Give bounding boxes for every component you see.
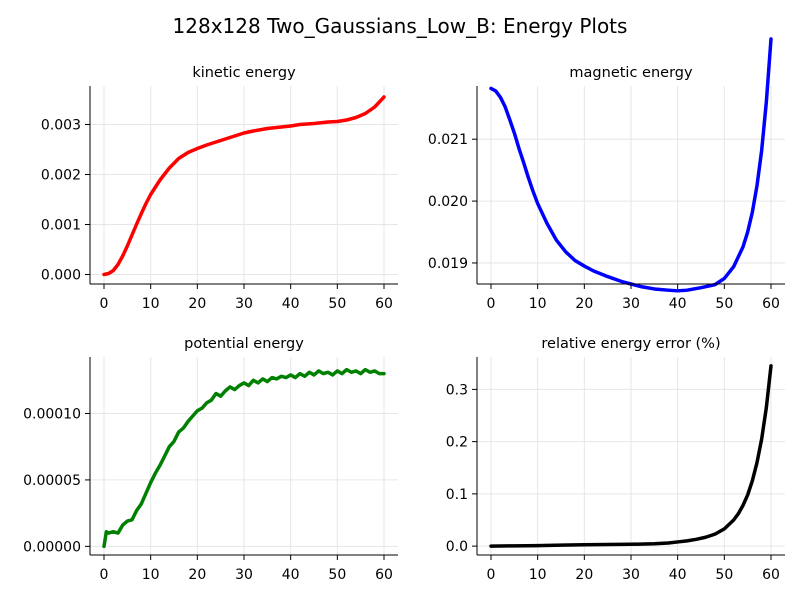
potential-energy-chart: 0 10 20 30 40 50 60 0.00000 0.00005 0.00010 potent… — [23, 336, 398, 583]
kinetic-energy-chart: 0 10 20 30 40 50 60 0.000 0.001 0.002 0.003 kinetic… — [41, 65, 398, 312]
y-tick-label: 0.00010 — [23, 406, 81, 422]
y-tick-label: 0.020 — [428, 194, 468, 210]
x-tick-label: 50 — [328, 296, 346, 312]
y-tick-label: 0.1 — [446, 487, 468, 503]
x-tick-label: 0 — [100, 567, 109, 583]
magnetic-energy-chart: 0 10 20 30 40 50 60 0.019 0.020 0.021 magnetic ene… — [428, 37, 785, 312]
x-tick-label: 50 — [715, 567, 733, 583]
series-line — [102, 95, 386, 277]
y-tick-label: 0.000 — [41, 268, 81, 284]
x-tick-label: 60 — [762, 296, 780, 312]
x-tick-label: 20 — [575, 296, 593, 312]
x-tick-label: 60 — [375, 567, 393, 583]
y-tick-label: 0.021 — [428, 132, 468, 148]
x-tick-label: 30 — [235, 296, 253, 312]
figure-title: 128x128 Two_Gaussians_Low_B: Energy Plot… — [172, 14, 628, 38]
x-tick-label: 10 — [142, 296, 160, 312]
x-tick-label: 0 — [100, 296, 109, 312]
x-tick-label: 0 — [487, 567, 496, 583]
x-tick-label: 60 — [375, 296, 393, 312]
series-line — [489, 364, 773, 548]
chart-title: relative energy error (%) — [541, 336, 720, 352]
x-tick-label: 40 — [669, 567, 687, 583]
relative-energy-error-chart: 0 10 20 30 40 50 60 0.0 0.1 0.2 0.3 relative energy… — [446, 336, 785, 583]
chart-title: kinetic energy — [192, 65, 296, 81]
x-tick-label: 20 — [188, 567, 206, 583]
x-tick-label: 20 — [575, 567, 593, 583]
x-tick-label: 40 — [669, 296, 687, 312]
x-tick-label: 0 — [487, 296, 496, 312]
x-tick-label: 60 — [762, 567, 780, 583]
y-tick-label: 0.3 — [446, 382, 468, 398]
y-tick-label: 0.002 — [41, 168, 81, 184]
x-tick-label: 50 — [715, 296, 733, 312]
x-tick-label: 10 — [529, 296, 547, 312]
y-tick-label: 0.003 — [41, 118, 81, 134]
x-tick-label: 40 — [282, 296, 300, 312]
chart-title: potential energy — [184, 336, 304, 352]
x-tick-label: 20 — [188, 296, 206, 312]
y-tick-label: 0.001 — [41, 218, 81, 234]
series-line — [102, 367, 386, 549]
y-tick-label: 0.019 — [428, 256, 468, 272]
x-tick-label: 40 — [282, 567, 300, 583]
x-tick-label: 30 — [235, 567, 253, 583]
y-tick-label: 0.2 — [446, 435, 468, 451]
x-tick-label: 30 — [622, 567, 640, 583]
x-tick-label: 10 — [142, 567, 160, 583]
series-line — [489, 37, 773, 293]
x-tick-label: 50 — [328, 567, 346, 583]
y-tick-label: 0.0 — [446, 539, 468, 555]
y-tick-label: 0.00000 — [23, 539, 81, 555]
x-tick-label: 10 — [529, 567, 547, 583]
y-tick-label: 0.00005 — [23, 473, 81, 489]
x-tick-label: 30 — [622, 296, 640, 312]
chart-title: magnetic energy — [569, 65, 693, 81]
